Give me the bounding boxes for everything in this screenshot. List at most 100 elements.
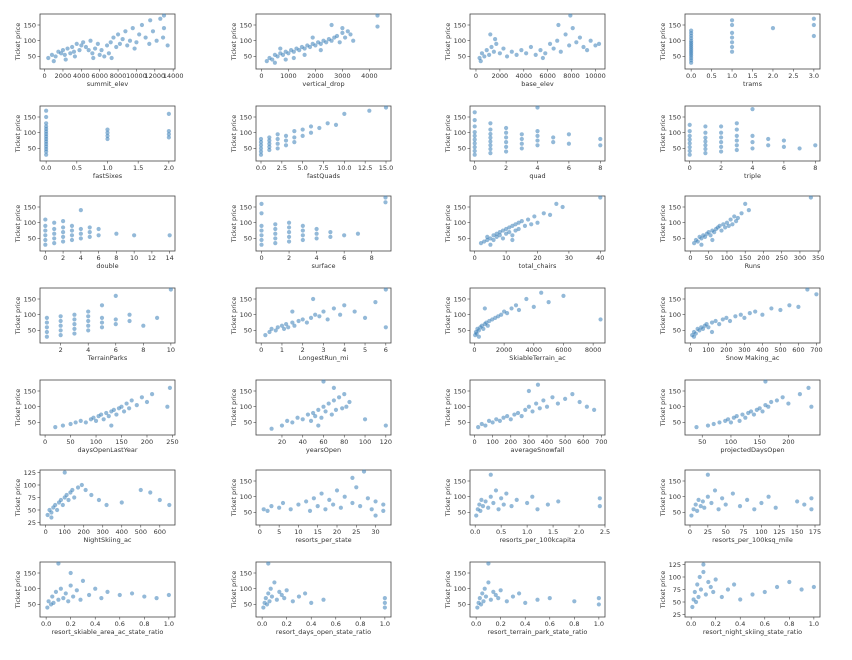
x-tick-label: 100 xyxy=(90,438,102,446)
x-tick-label: 7.5 xyxy=(318,164,328,172)
data-point xyxy=(383,200,388,205)
y-tick-label: 50 xyxy=(458,53,466,61)
data-point xyxy=(78,208,83,213)
data-point xyxy=(555,38,560,43)
y-tick-label: 150 xyxy=(454,477,466,485)
data-point xyxy=(525,500,530,506)
data-point xyxy=(83,420,88,425)
data-point xyxy=(267,147,272,153)
data-point xyxy=(166,132,171,137)
data-point xyxy=(693,502,698,507)
data-point xyxy=(316,407,321,412)
x-tick-label: 0 xyxy=(688,254,692,262)
x-tick-label: 100 xyxy=(725,438,737,446)
data-point xyxy=(577,399,582,405)
data-point xyxy=(705,494,710,499)
data-point xyxy=(167,233,172,238)
data-point xyxy=(60,423,66,428)
data-point xyxy=(150,29,156,34)
data-point xyxy=(139,22,145,28)
y-axis-label: Ticket price xyxy=(444,479,452,517)
data-point xyxy=(750,133,755,138)
y-tick-label: 50 xyxy=(244,419,252,427)
data-point xyxy=(717,420,722,425)
data-point xyxy=(318,41,323,46)
x-tick-label: 0.0 xyxy=(41,620,51,628)
x-tick-label: 0.6 xyxy=(545,620,555,628)
x-tick-label: 25 xyxy=(352,528,360,536)
data-point xyxy=(811,22,816,28)
data-point xyxy=(121,409,127,414)
data-point xyxy=(331,398,336,403)
data-point xyxy=(319,415,324,420)
scatter-plot-25: 0.0 0.2 0.4 0.6 0.8 1.0 50 100 150 resort_skiable… xyxy=(14,561,176,636)
data-point xyxy=(504,149,509,154)
data-point xyxy=(716,507,721,512)
x-tick-label: 4 xyxy=(315,254,319,262)
data-point xyxy=(480,504,486,509)
data-point xyxy=(483,499,488,504)
data-point xyxy=(550,395,555,400)
data-point xyxy=(737,504,743,509)
data-point xyxy=(166,111,171,116)
data-point xyxy=(61,596,66,601)
x-tick-label: 1.0 xyxy=(809,620,819,628)
data-point xyxy=(114,412,119,417)
data-point xyxy=(703,139,708,144)
data-point xyxy=(318,48,323,53)
data-point xyxy=(273,236,278,241)
data-point xyxy=(713,577,718,582)
data-point xyxy=(494,234,499,239)
scatter-plot-22: 0 5 10 15 20 25 30 50 100 150 resorts_per_state Tic… xyxy=(230,469,392,544)
scatter-plot-14: 0 1 2 3 4 5 6 50 100 150 LongestRun_mi Ticket price xyxy=(230,287,392,362)
data-point xyxy=(58,318,63,324)
data-point xyxy=(281,326,287,331)
data-point xyxy=(720,496,725,501)
data-point xyxy=(160,35,166,40)
data-point xyxy=(753,309,758,314)
data-point xyxy=(494,417,499,422)
data-point xyxy=(375,13,380,18)
data-point xyxy=(491,500,496,506)
data-point xyxy=(488,121,493,126)
data-point xyxy=(62,52,67,57)
x-tick-label: 300 xyxy=(97,528,109,536)
x-tick-label: 6 xyxy=(114,346,118,354)
data-point xyxy=(321,309,326,314)
data-point xyxy=(86,48,91,53)
data-point xyxy=(44,108,49,113)
data-point xyxy=(273,222,278,227)
y-tick-label: 50 xyxy=(28,53,36,61)
x-tick-label: 0 xyxy=(688,164,692,172)
y-tick-label: 50 xyxy=(244,145,252,153)
x-tick-label: 14 xyxy=(166,254,174,262)
data-point xyxy=(369,507,374,512)
data-point xyxy=(302,52,307,57)
data-point xyxy=(531,304,536,309)
data-point xyxy=(781,144,786,149)
data-point xyxy=(66,497,71,503)
data-point xyxy=(329,38,334,43)
data-point xyxy=(719,149,724,154)
data-point xyxy=(488,597,493,602)
data-point xyxy=(691,507,696,512)
data-point xyxy=(563,396,568,401)
data-point xyxy=(325,121,330,126)
data-point xyxy=(265,508,270,513)
data-point xyxy=(86,592,92,598)
data-point xyxy=(97,52,102,57)
x-tick-label: 12000 xyxy=(144,72,165,80)
data-point xyxy=(68,570,73,576)
data-point xyxy=(556,499,561,504)
data-point xyxy=(750,107,755,112)
x-axis-label: Snow Making_ac xyxy=(726,354,780,362)
data-point xyxy=(52,220,57,225)
data-point xyxy=(340,26,345,31)
data-point xyxy=(512,412,517,417)
data-point xyxy=(127,38,133,43)
data-point xyxy=(52,226,57,232)
data-point xyxy=(769,399,774,405)
data-point xyxy=(596,41,602,46)
y-tick-label: 100 xyxy=(240,493,252,501)
x-tick-label: 0 xyxy=(258,528,262,536)
